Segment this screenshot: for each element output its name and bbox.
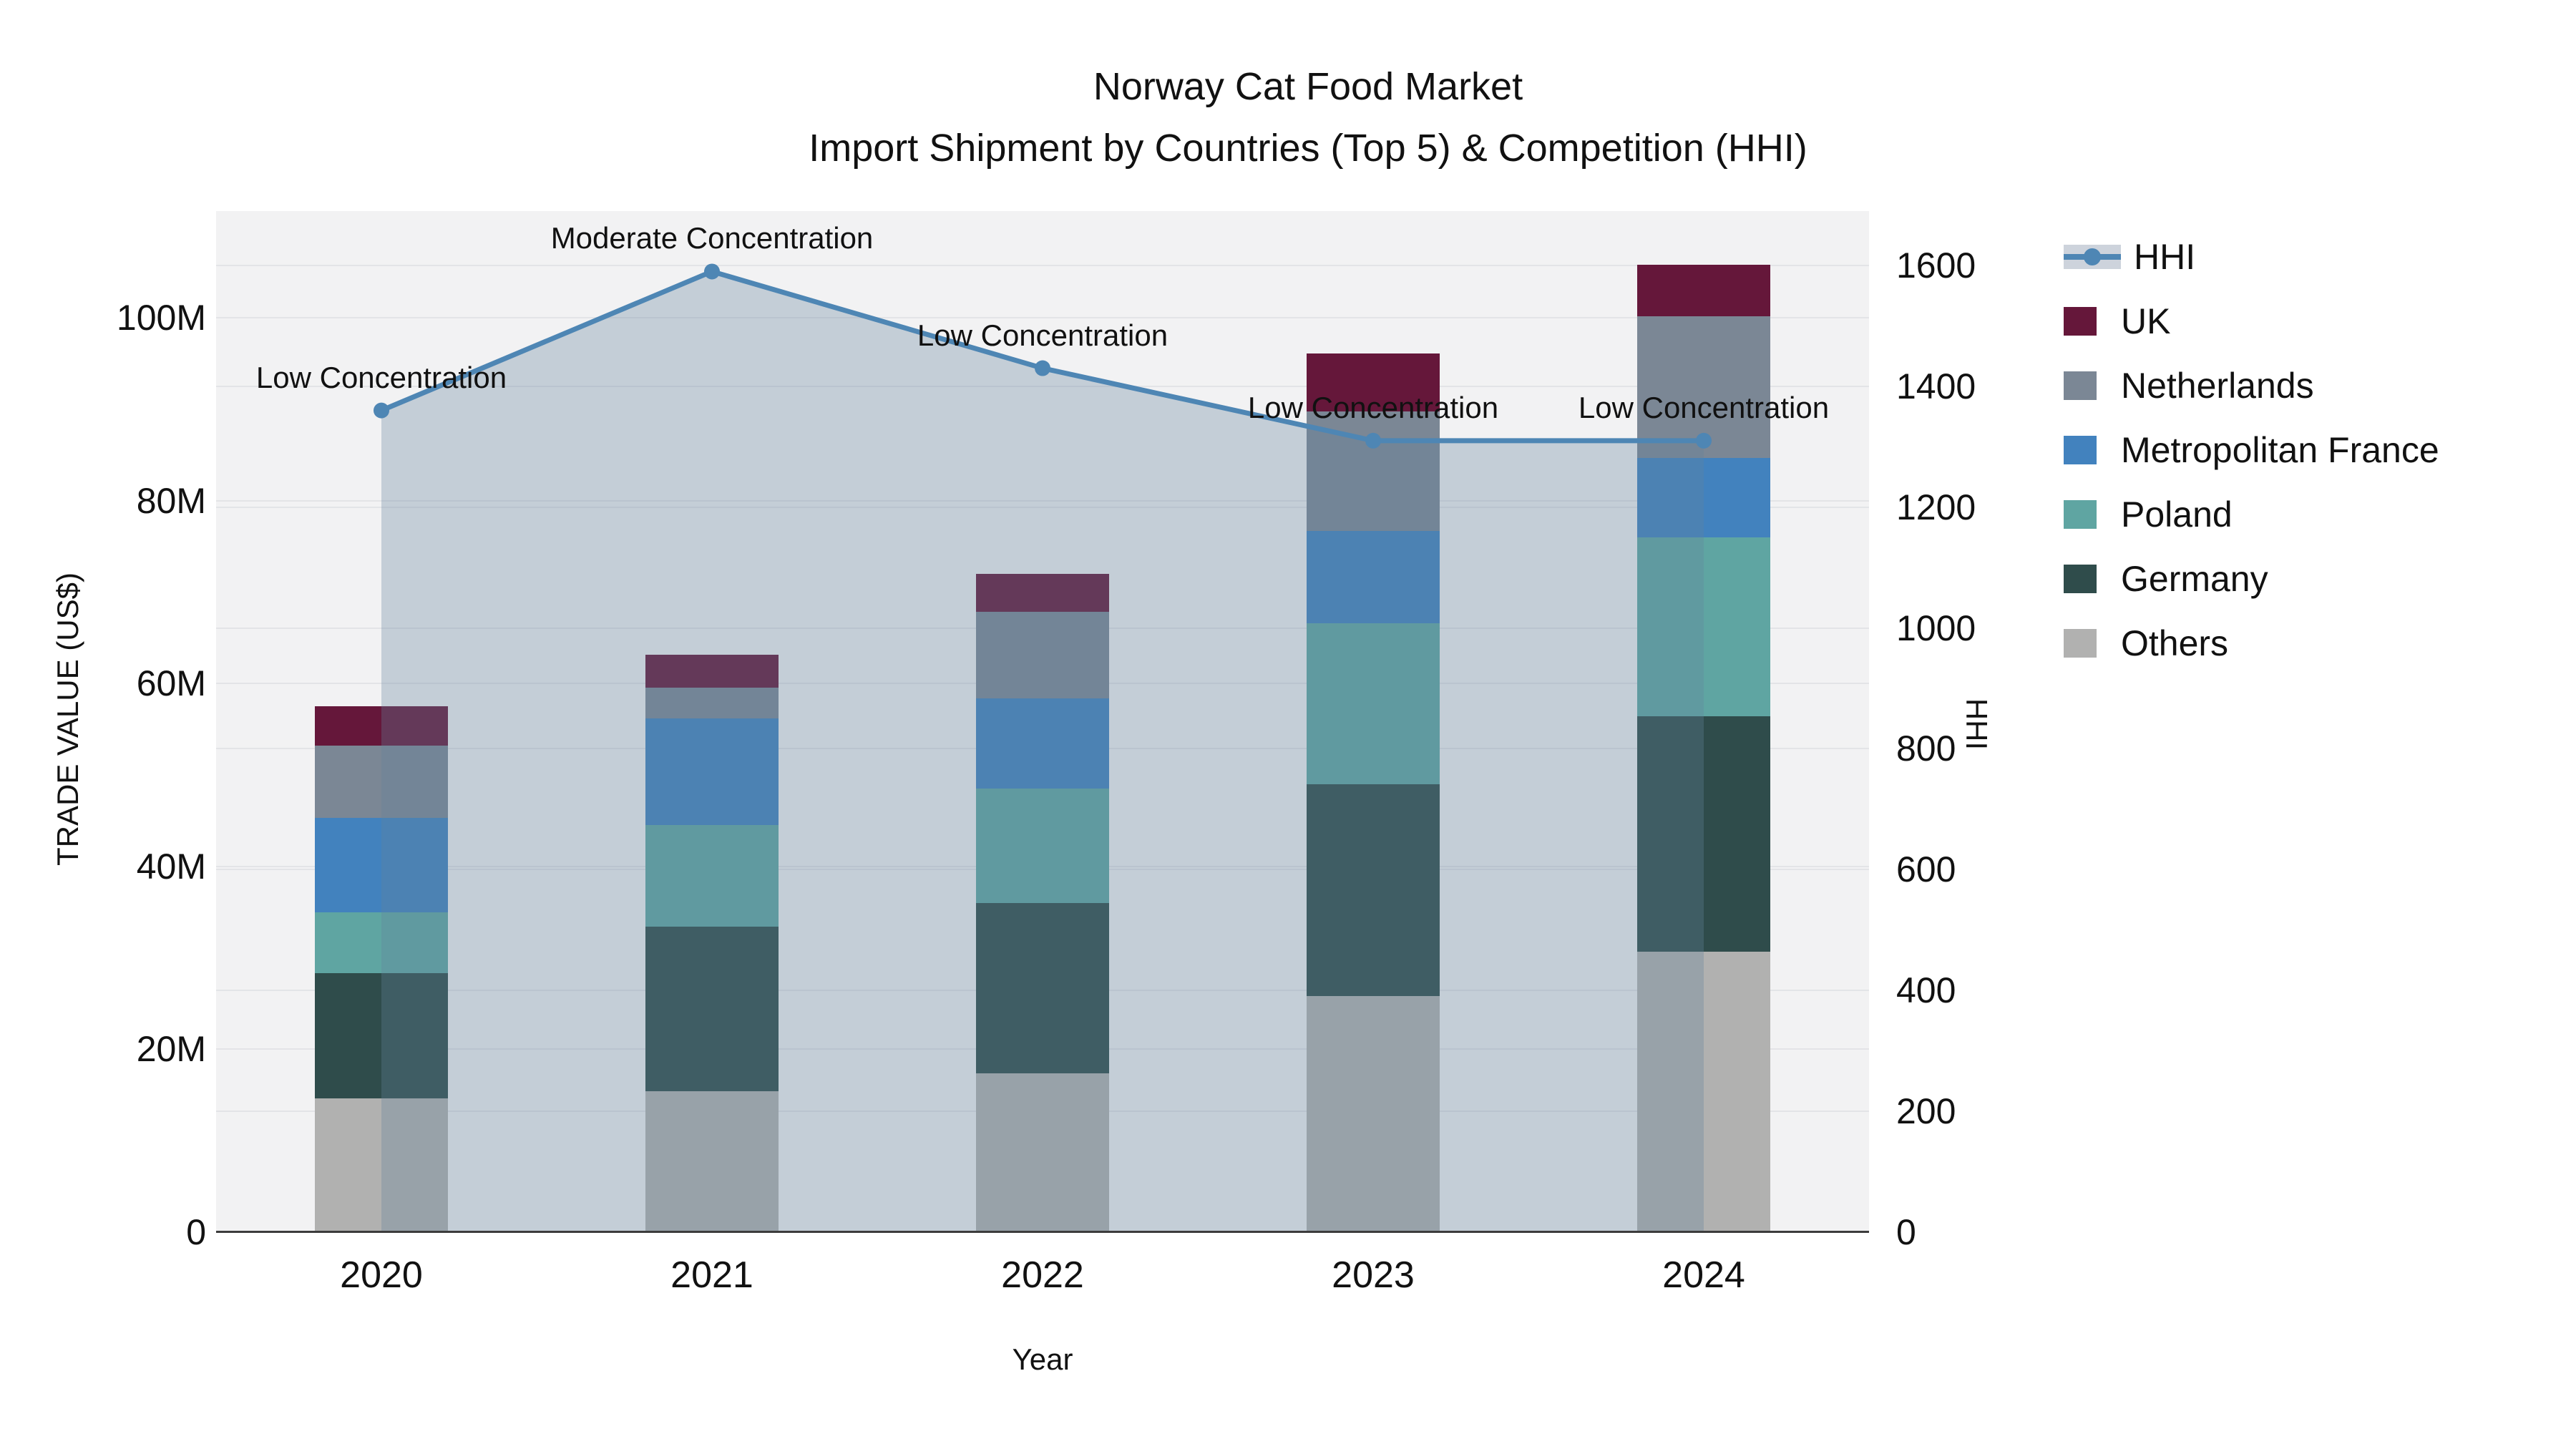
left-tick-40M: 40M xyxy=(136,846,206,887)
gridline-right-1400 xyxy=(216,385,1869,387)
bar-segment-uk-2024 xyxy=(1637,265,1770,316)
x-tick-2022: 2022 xyxy=(1001,1254,1084,1296)
x-tick-2021: 2021 xyxy=(670,1254,753,1296)
annotation-2022: Low Concentration xyxy=(917,318,1169,352)
bar-segment-poland-2020 xyxy=(315,912,448,974)
bar-segment-uk-2023 xyxy=(1307,353,1440,411)
gridline-left-100M xyxy=(216,317,1869,319)
x-axis-title: Year xyxy=(1012,1342,1073,1376)
annotation-2021: Moderate Concentration xyxy=(550,221,874,255)
right-tick-800: 800 xyxy=(1896,728,1956,769)
right-tick-400: 400 xyxy=(1896,970,1956,1011)
legend-item-uk[interactable]: UK xyxy=(2064,301,2170,342)
legend-swatch-uk xyxy=(2064,307,2097,336)
annotation-2024: Low Concentration xyxy=(1578,390,1830,424)
legend-label-hhi: HHI xyxy=(2134,237,2196,277)
plot-area: Low Concentration Moderate Concentration L… xyxy=(216,211,1869,1232)
bar-segment-others-2024 xyxy=(1637,951,1770,1232)
right-axis-title: HHI xyxy=(1960,698,1994,751)
chart-title-line1: Norway Cat Food Market xyxy=(1093,65,1523,108)
legend-item-metropolitan-france[interactable]: Metropolitan France xyxy=(2064,429,2439,471)
legend-item-germany[interactable]: Germany xyxy=(2064,558,2268,600)
bar-segment-others-2020 xyxy=(315,1098,448,1232)
bar-segment-metropolitan-france-2023 xyxy=(1307,531,1440,624)
legend-label-netherlands: Netherlands xyxy=(2121,366,2314,406)
left-tick-80M: 80M xyxy=(136,480,206,521)
left-tick-100M: 100M xyxy=(116,298,206,338)
bar-segment-others-2023 xyxy=(1307,996,1440,1232)
right-tick-1000: 1000 xyxy=(1896,608,1976,648)
legend-swatch-metropolitan-france xyxy=(2064,436,2097,464)
right-tick-1200: 1200 xyxy=(1896,487,1976,527)
legend-item-poland[interactable]: Poland xyxy=(2064,494,2233,535)
annotation-2023: Low Concentration xyxy=(1247,390,1499,424)
bar-segment-metropolitan-france-2024 xyxy=(1637,457,1770,538)
chart-title: Norway Cat Food Market Import Shipment b… xyxy=(0,56,2576,179)
bar-segment-metropolitan-france-2021 xyxy=(645,718,779,826)
x-tick-2020: 2020 xyxy=(340,1254,423,1296)
bar-segment-netherlands-2020 xyxy=(315,746,448,819)
legend-label-others: Others xyxy=(2121,623,2229,663)
legend-hhi-line-icon xyxy=(2064,245,2121,269)
hhi-line-layer xyxy=(374,263,1712,1232)
bar-segment-poland-2021 xyxy=(645,825,779,927)
bar-segment-netherlands-2022 xyxy=(976,611,1109,698)
x-axis-line xyxy=(216,1231,1869,1233)
right-tick-1400: 1400 xyxy=(1896,366,1976,406)
bar-segment-metropolitan-france-2020 xyxy=(315,818,448,912)
bar-segment-poland-2023 xyxy=(1307,623,1440,784)
right-tick-1600: 1600 xyxy=(1896,245,1976,286)
x-tick-2023: 2023 xyxy=(1332,1254,1415,1296)
annotation-2020: Low Concentration xyxy=(255,360,507,394)
bar-segment-germany-2024 xyxy=(1637,716,1770,952)
gridline-right-1200 xyxy=(216,506,1869,508)
hhi-marker-2020 xyxy=(374,402,389,419)
legend-label-germany: Germany xyxy=(2121,559,2268,599)
bar-segment-poland-2024 xyxy=(1637,537,1770,717)
chart-title-line2: Import Shipment by Countries (Top 5) & C… xyxy=(809,127,1807,170)
bar-segment-germany-2021 xyxy=(645,927,779,1092)
hhi-area-fill xyxy=(381,271,1704,1232)
hhi-marker-2023 xyxy=(1365,432,1381,449)
bar-segment-germany-2023 xyxy=(1307,784,1440,997)
x-tick-2024: 2024 xyxy=(1662,1254,1745,1296)
bar-segment-poland-2022 xyxy=(976,789,1109,904)
left-tick-0: 0 xyxy=(186,1212,206,1252)
left-axis-title: TRADE VALUE (US$) xyxy=(51,572,84,866)
right-tick-600: 600 xyxy=(1896,849,1956,890)
hhi-marker-2022 xyxy=(1035,360,1050,376)
legend-label-metropolitan-france: Metropolitan France xyxy=(2121,430,2439,470)
bar-segment-others-2021 xyxy=(645,1091,779,1232)
legend-label-poland: Poland xyxy=(2121,494,2233,535)
bar-segment-metropolitan-france-2022 xyxy=(976,698,1109,789)
legend-hhi-marker xyxy=(2084,248,2101,265)
bar-segment-netherlands-2021 xyxy=(645,687,779,718)
right-tick-200: 200 xyxy=(1896,1091,1956,1132)
bar-segment-germany-2020 xyxy=(315,973,448,1099)
bar-segment-germany-2022 xyxy=(976,903,1109,1073)
legend-swatch-poland xyxy=(2064,500,2097,529)
gridline-right-1600 xyxy=(216,264,1869,266)
hhi-marker-2024 xyxy=(1696,432,1712,449)
legend-item-hhi[interactable]: HHI xyxy=(2064,236,2195,278)
bar-segment-uk-2021 xyxy=(645,654,779,688)
bar-segment-others-2022 xyxy=(976,1073,1109,1232)
legend-swatch-netherlands xyxy=(2064,371,2097,400)
hhi-marker-2021 xyxy=(704,263,720,280)
legend-item-others[interactable]: Others xyxy=(2064,623,2228,664)
legend-swatch-germany xyxy=(2064,565,2097,593)
left-tick-20M: 20M xyxy=(136,1029,206,1070)
legend-swatch-others xyxy=(2064,629,2097,658)
bar-segment-uk-2020 xyxy=(315,706,448,746)
gridline-left-80M xyxy=(216,499,1869,502)
legend-label-uk: UK xyxy=(2121,301,2171,341)
left-tick-60M: 60M xyxy=(136,663,206,704)
bar-segment-uk-2022 xyxy=(976,574,1109,612)
right-tick-0: 0 xyxy=(1896,1212,1916,1252)
legend-item-netherlands[interactable]: Netherlands xyxy=(2064,365,2314,406)
